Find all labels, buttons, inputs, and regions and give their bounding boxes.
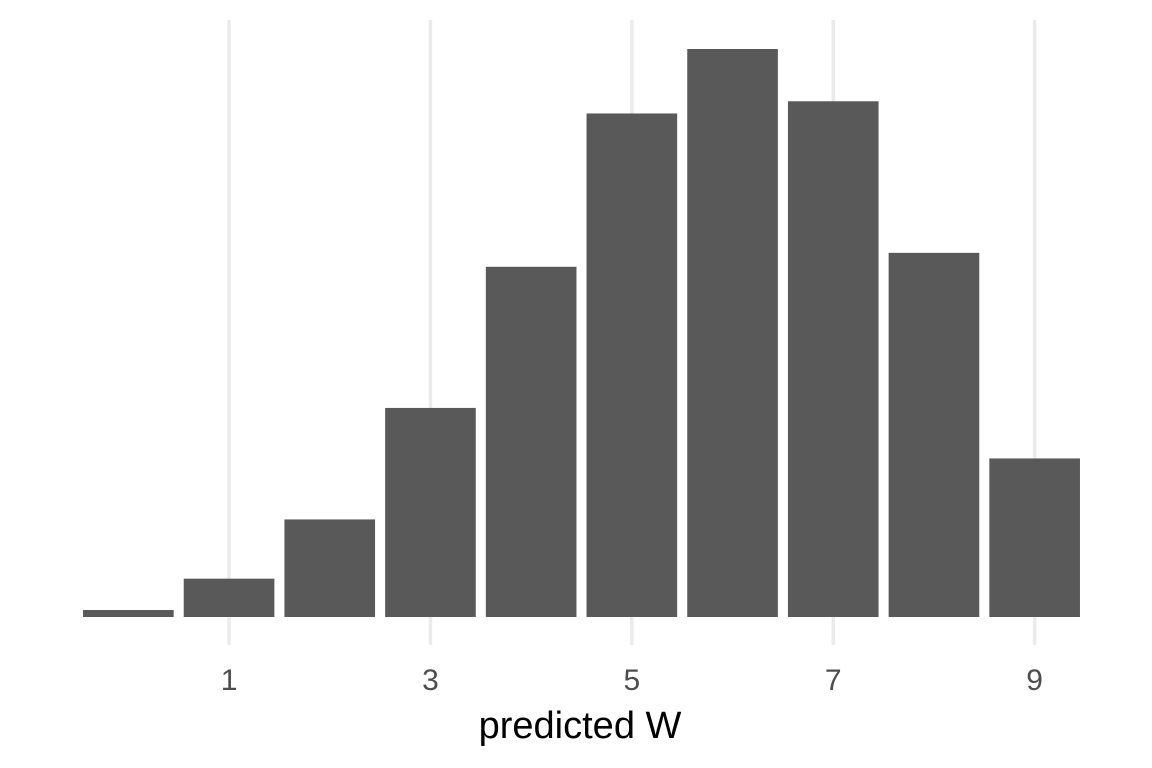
bar-0 xyxy=(83,610,174,617)
x-tick-label-5: 5 xyxy=(624,664,641,697)
bar-7 xyxy=(787,101,879,617)
bar-8 xyxy=(888,252,980,617)
bar-3 xyxy=(385,407,476,617)
bar-4 xyxy=(485,266,577,617)
bar-2 xyxy=(284,519,376,617)
bar-1 xyxy=(183,578,275,617)
x-tick-label-9: 9 xyxy=(1026,664,1043,697)
x-tick-label-7: 7 xyxy=(825,664,842,697)
x-tick-label-1: 1 xyxy=(221,664,238,697)
x-axis-title: predicted W xyxy=(479,705,682,747)
bar-9 xyxy=(989,458,1080,617)
bar-6 xyxy=(687,49,778,617)
x-axis-ticks: 1 3 5 7 9 xyxy=(221,664,1043,697)
bar-5 xyxy=(586,113,678,618)
x-tick-label-3: 3 xyxy=(422,664,439,697)
bars xyxy=(83,49,1080,618)
